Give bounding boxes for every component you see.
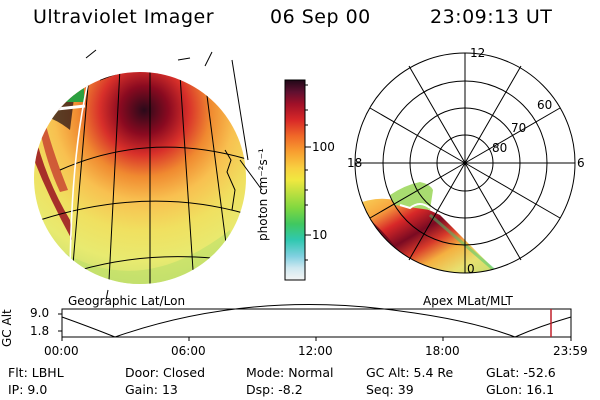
info-dsp: Dsp: -8.2 [246, 382, 303, 397]
info-glon: GLon: 16.1 [486, 382, 555, 397]
info-ip: IP: 9.0 [8, 382, 48, 397]
instrument-title: Ultraviolet Imager [33, 6, 215, 28]
time-tick-1800: 18:00 [425, 344, 460, 358]
info-filter: Flt: LBHL [8, 365, 64, 380]
colorbar-tick-10: 10 [312, 228, 328, 242]
altitude-orbit-plot [58, 304, 572, 341]
info-mode: Mode: Normal [246, 365, 334, 380]
mlt-label-18: 18 [347, 156, 363, 170]
time-tick-0600: 06:00 [171, 344, 206, 358]
intensity-colorbar [284, 79, 311, 281]
mlat-label-80: 80 [492, 141, 508, 155]
colorbar-unit-label: photon cm⁻²s⁻¹ [256, 148, 270, 241]
mlat-label-70: 70 [511, 121, 527, 135]
colorbar-tick-100: 100 [312, 140, 335, 154]
mlt-label-12: 12 [470, 46, 486, 60]
observation-date: 06 Sep 00 [270, 6, 371, 28]
info-gc-alt: GC Alt: 5.4 Re [366, 365, 454, 380]
mlt-label-6: 6 [577, 156, 585, 170]
altitude-ytick-1-8: 1.8 [30, 324, 50, 338]
altitude-ytick-9: 9.0 [30, 306, 50, 320]
info-seq: Seq: 39 [366, 382, 414, 397]
observation-time: 23:09:13 UT [430, 6, 553, 28]
polar-mlat-mlt-plot [354, 52, 576, 274]
info-glat: GLat: -52.6 [486, 365, 556, 380]
time-tick-2359: 23:59 [553, 344, 588, 358]
mlt-label-0: 0 [467, 262, 475, 276]
time-tick-1200: 12:00 [298, 344, 333, 358]
info-door: Door: Closed [125, 365, 206, 380]
apex-caption: Apex MLat/MLT [423, 294, 513, 308]
mlat-label-60: 60 [537, 98, 553, 112]
earth-disk-image [34, 49, 263, 301]
geographic-caption: Geographic Lat/Lon [68, 294, 186, 308]
altitude-ylabel: GC Alt [0, 309, 14, 347]
time-tick-0000: 00:00 [44, 344, 79, 358]
info-gain: Gain: 13 [125, 382, 178, 397]
